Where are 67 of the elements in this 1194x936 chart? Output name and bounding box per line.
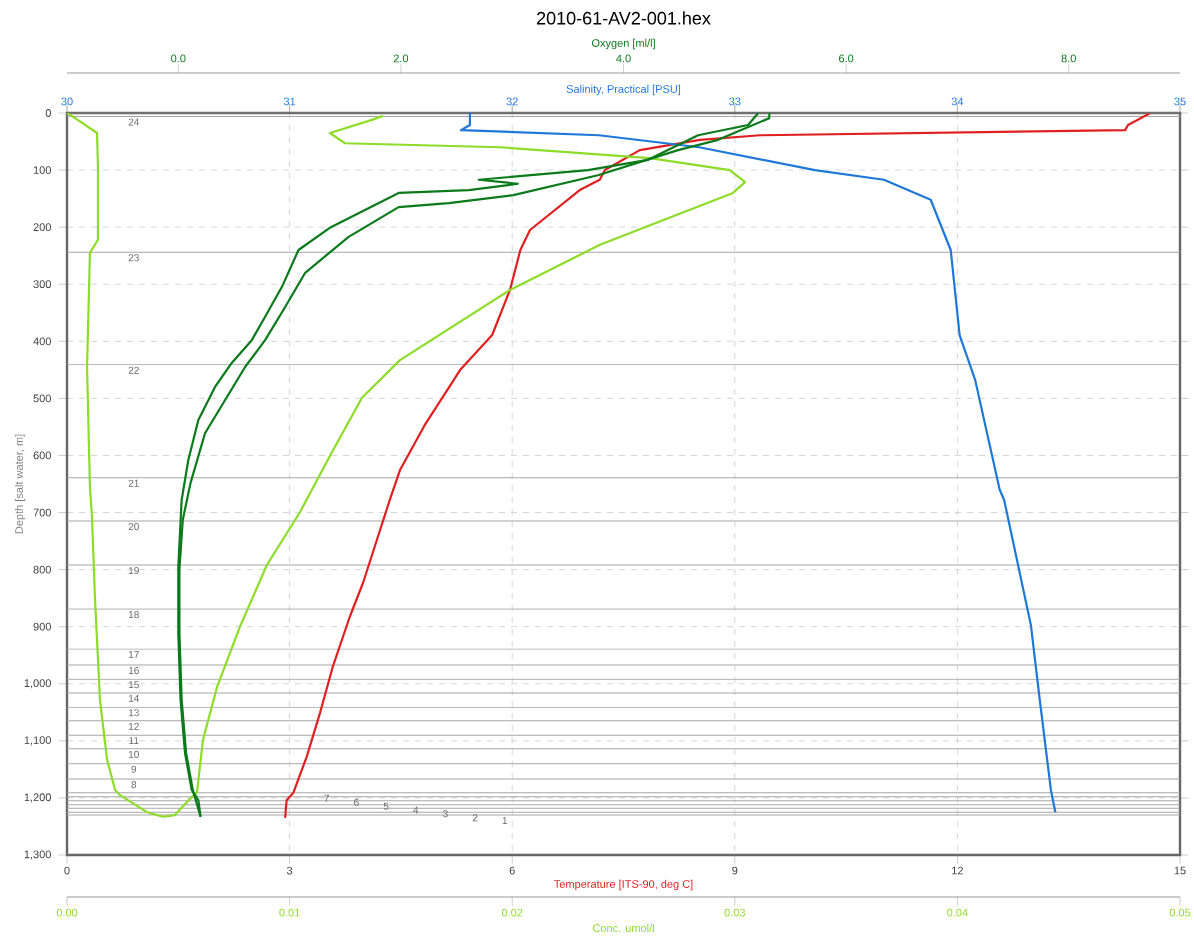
- annotation: 19: [128, 567, 139, 575]
- y-tick-label: 100: [33, 166, 51, 174]
- annotation: 9: [131, 765, 137, 773]
- chart-title: 2010-61-AV2-001.hex: [537, 11, 711, 25]
- annotation: 2: [472, 814, 478, 822]
- x-tick-label: 15: [1174, 866, 1186, 875]
- annotation: 10: [128, 750, 139, 758]
- annotation: 20: [128, 523, 139, 531]
- x2-tick-label: 35: [1174, 97, 1186, 106]
- annotation: 23: [128, 254, 139, 262]
- x-tick-label: 0.00: [56, 908, 78, 917]
- annotation: 17: [128, 650, 139, 658]
- y-tick-label: 700: [33, 508, 51, 517]
- x2-tick-label: 31: [283, 97, 296, 106]
- annotation: 18: [128, 610, 139, 619]
- x-tick-label: 0.04: [947, 908, 968, 917]
- annotation: 15: [128, 681, 139, 689]
- x-tick-label: 12: [952, 866, 963, 875]
- x-tick-label: 0.02: [501, 908, 523, 917]
- y-tick-label: 800: [33, 565, 51, 574]
- y-tick-label: 200: [33, 223, 51, 232]
- x2-tick-label: 30: [61, 97, 73, 106]
- annotation: 5: [383, 802, 389, 810]
- annotation: 24: [128, 118, 140, 126]
- y-tick-label: 600: [33, 451, 51, 460]
- annotation: 8: [131, 781, 137, 789]
- y-tick-label: 1,200: [24, 793, 51, 803]
- annotation: 4: [413, 806, 419, 814]
- x2-tick-label: 34: [951, 97, 964, 106]
- x-tick-label: 0.03: [724, 908, 746, 917]
- x-tick-label: 6: [509, 866, 515, 875]
- y-tick-label: 0: [45, 109, 51, 117]
- y-tick-label: 1,300: [24, 850, 51, 860]
- annotation: 14: [128, 694, 140, 702]
- y-tick-label: 1,000: [24, 679, 51, 689]
- y-tick-label: 900: [33, 622, 51, 631]
- x-tick-label: 0.01: [279, 908, 300, 917]
- x2-tick-label: 8.0: [1061, 54, 1076, 63]
- x-tick-label: 9: [732, 866, 738, 875]
- annotation: 1: [502, 817, 508, 824]
- annotation: 11: [129, 737, 139, 745]
- x2-tick-label: 4.0: [616, 54, 631, 63]
- y-tick-label: 1,100: [24, 736, 51, 746]
- x2-tick-label: 0.0: [171, 54, 186, 63]
- x-tick-label: 0: [64, 866, 70, 875]
- annotation: 7: [324, 794, 329, 802]
- x2-tick-label: 32: [506, 97, 518, 106]
- annotation: 3: [443, 810, 448, 818]
- annotation: 13: [128, 709, 139, 717]
- annotation: 16: [128, 666, 139, 674]
- annotation: 12: [128, 722, 139, 730]
- y-axis-title: Depth [salt water, m]: [14, 434, 26, 534]
- x-tick-label: 3: [286, 866, 293, 875]
- annotation: 21: [128, 479, 139, 487]
- x2-tick-label: 2.0: [393, 54, 409, 63]
- x2-tick-label: 33: [729, 97, 741, 106]
- annotation: 6: [354, 798, 359, 806]
- y-tick-label: 400: [33, 337, 51, 346]
- x2-axis-title: Salinity, Practical [PSU]: [566, 84, 681, 96]
- x2-axis-title: Oxygen [ml/l]: [591, 38, 655, 50]
- annotation: 22: [128, 366, 139, 374]
- x-axis-title: Temperature [ITS-90, deg C]: [554, 879, 693, 891]
- y-tick-label: 300: [33, 280, 51, 289]
- x-tick-label: 0.05: [1169, 908, 1191, 917]
- x-axis-title: Conc. umol/l: [592, 923, 654, 933]
- y-tick-label: 500: [33, 394, 51, 403]
- x2-tick-label: 6.0: [839, 54, 854, 63]
